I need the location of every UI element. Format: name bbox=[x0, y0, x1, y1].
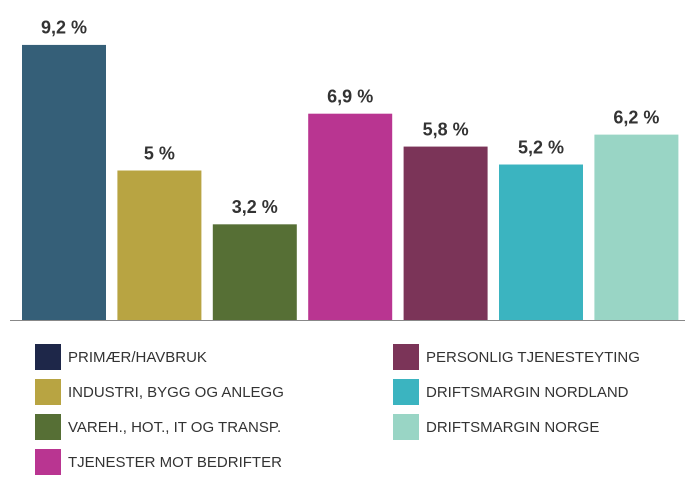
legend-swatch bbox=[35, 344, 61, 370]
bar bbox=[22, 44, 106, 321]
legend-swatch bbox=[393, 344, 419, 370]
value-label: 6,2 % bbox=[613, 107, 659, 127]
bar bbox=[594, 134, 679, 320]
value-label: 5,8 % bbox=[423, 119, 469, 139]
legend-swatch bbox=[35, 379, 61, 405]
bar bbox=[308, 113, 393, 320]
bar bbox=[117, 170, 202, 320]
legend-swatch bbox=[393, 414, 419, 440]
legend-swatch bbox=[35, 414, 61, 440]
legend-label: INDUSTRI, BYGG OG ANLEGG bbox=[68, 384, 284, 401]
value-label: 5 % bbox=[144, 143, 175, 163]
legend-swatch bbox=[35, 449, 61, 475]
bar bbox=[499, 164, 583, 320]
legend-label: DRIFTSMARGIN NORGE bbox=[426, 419, 599, 436]
legend-label: PERSONLIG TJENESTEYTING bbox=[426, 349, 640, 366]
value-label: 6,9 % bbox=[327, 86, 373, 106]
legend-label: PRIMÆR/HAVBRUK bbox=[68, 349, 207, 366]
legend-label: TJENESTER MOT BEDRIFTER bbox=[68, 454, 282, 471]
bar bbox=[212, 224, 297, 320]
legend-swatch bbox=[393, 379, 419, 405]
value-label: 9,2 % bbox=[41, 18, 87, 38]
bar bbox=[403, 146, 488, 320]
legend-label: VAREH., HOT., IT OG TRANSP. bbox=[68, 419, 281, 436]
value-label: 3,2 % bbox=[232, 197, 278, 217]
legend-label: DRIFTSMARGIN NORDLAND bbox=[426, 384, 629, 401]
value-label: 5,2 % bbox=[518, 137, 564, 157]
